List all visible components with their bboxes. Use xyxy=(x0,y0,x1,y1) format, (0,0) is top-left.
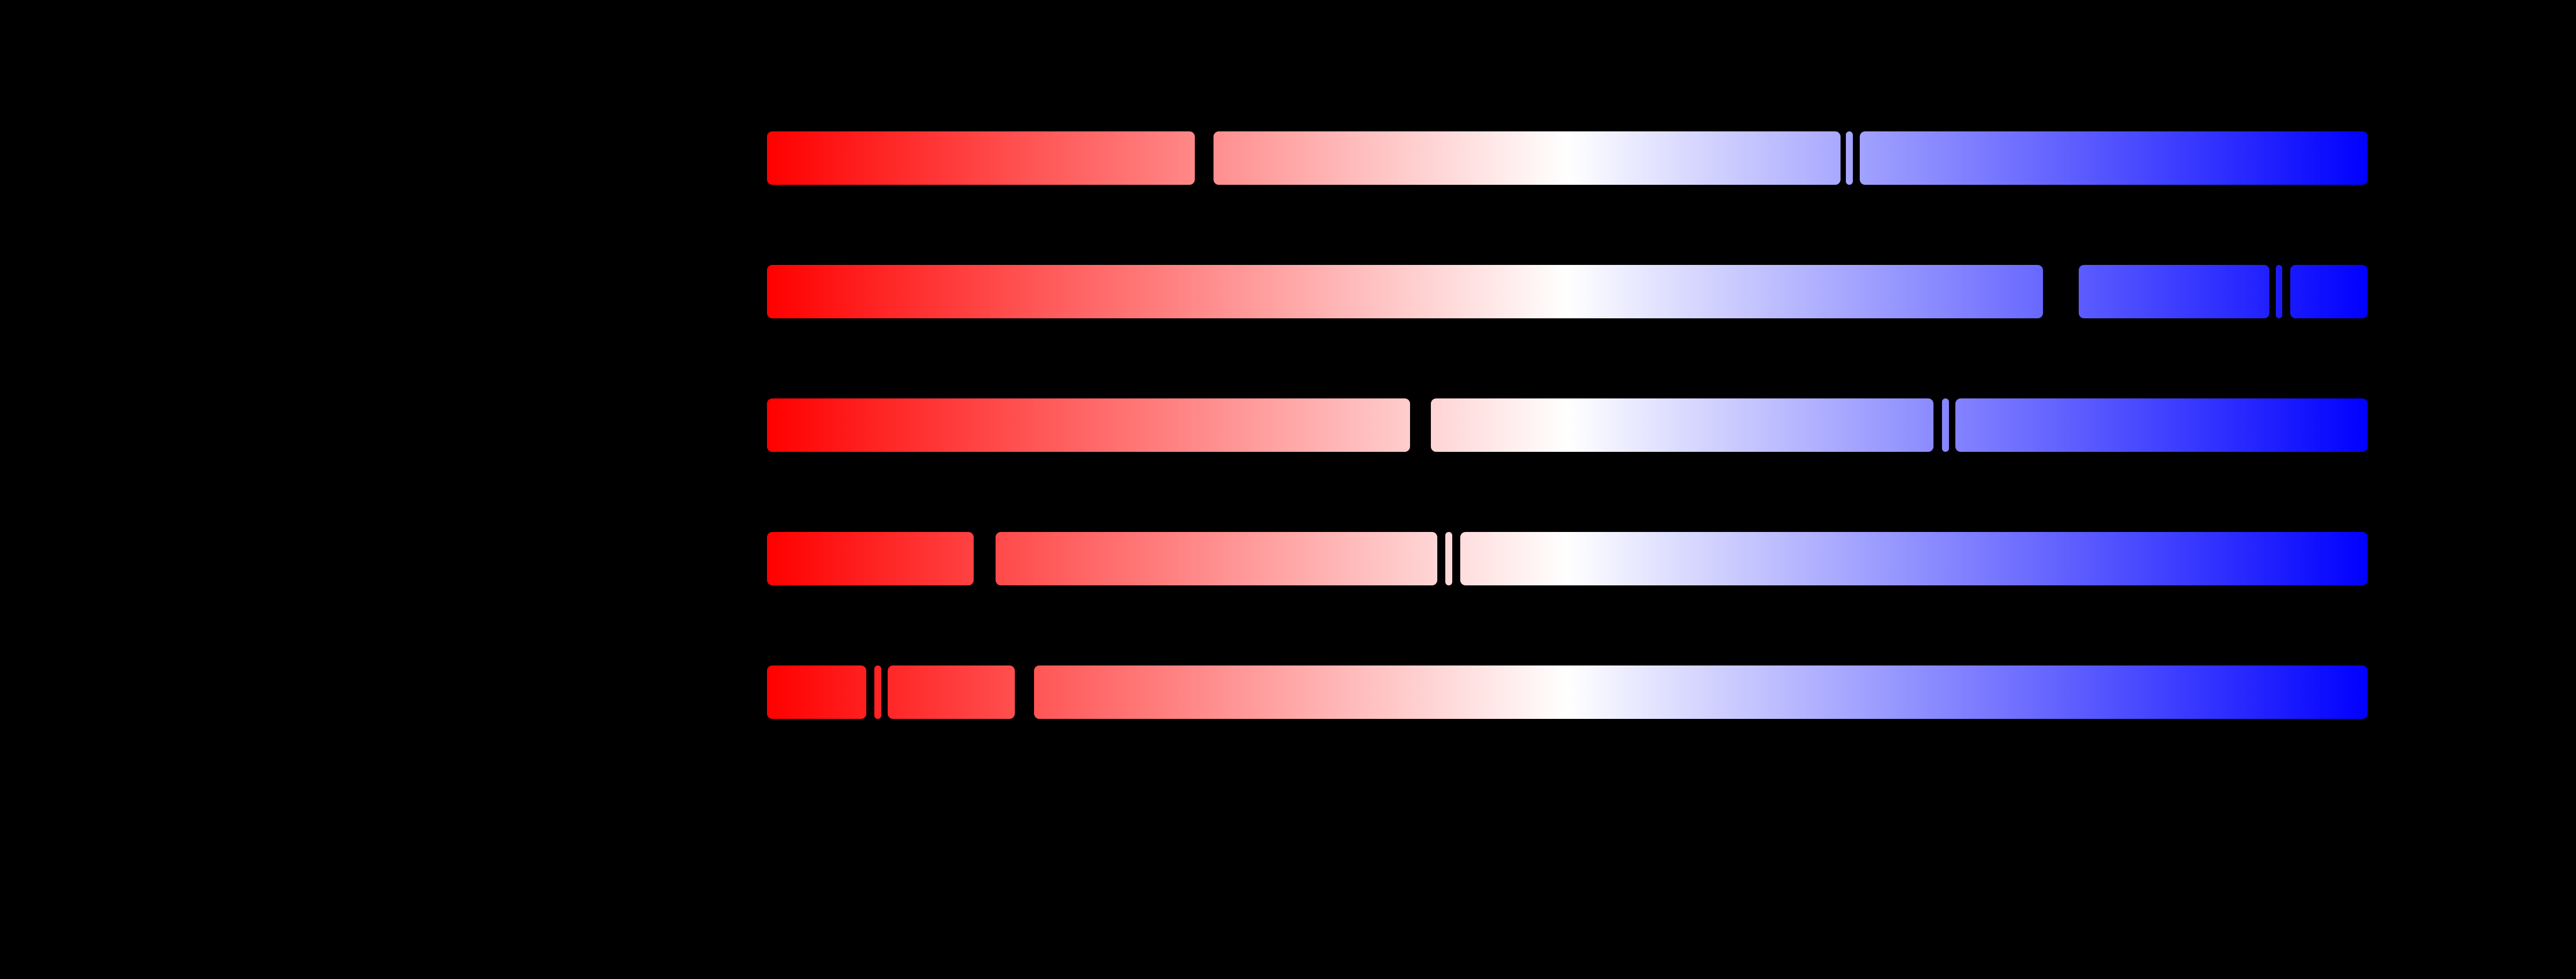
bar-segment xyxy=(995,532,1437,585)
bar-segment xyxy=(1955,398,2368,452)
bar-segment xyxy=(767,398,1410,452)
bar-segment xyxy=(1445,532,1452,585)
bar-segment xyxy=(1213,131,1841,185)
bar-segment xyxy=(767,665,866,719)
bar-segment xyxy=(1033,665,2368,719)
bar-segment xyxy=(2078,265,2269,318)
bar-segment xyxy=(767,131,1195,185)
bar-segment xyxy=(1460,532,2368,585)
gradient-bar-1 xyxy=(767,131,2368,185)
gradient-bar-3 xyxy=(767,398,2368,452)
bar-segment xyxy=(1860,131,2368,185)
bar-segment xyxy=(887,665,1015,719)
bar-segment xyxy=(2275,265,2282,318)
bar-segment xyxy=(1430,398,1933,452)
gradient-bar-2 xyxy=(767,265,2368,318)
bar-segment xyxy=(767,532,974,585)
gradient-bar-5 xyxy=(767,665,2368,719)
bar-segment xyxy=(1845,131,1853,185)
bar-segment xyxy=(767,265,2043,318)
gradient-bar-4 xyxy=(767,532,2368,585)
bar-segment xyxy=(1942,398,1949,452)
bar-segment xyxy=(874,665,881,719)
bar-segment xyxy=(2290,265,2368,318)
